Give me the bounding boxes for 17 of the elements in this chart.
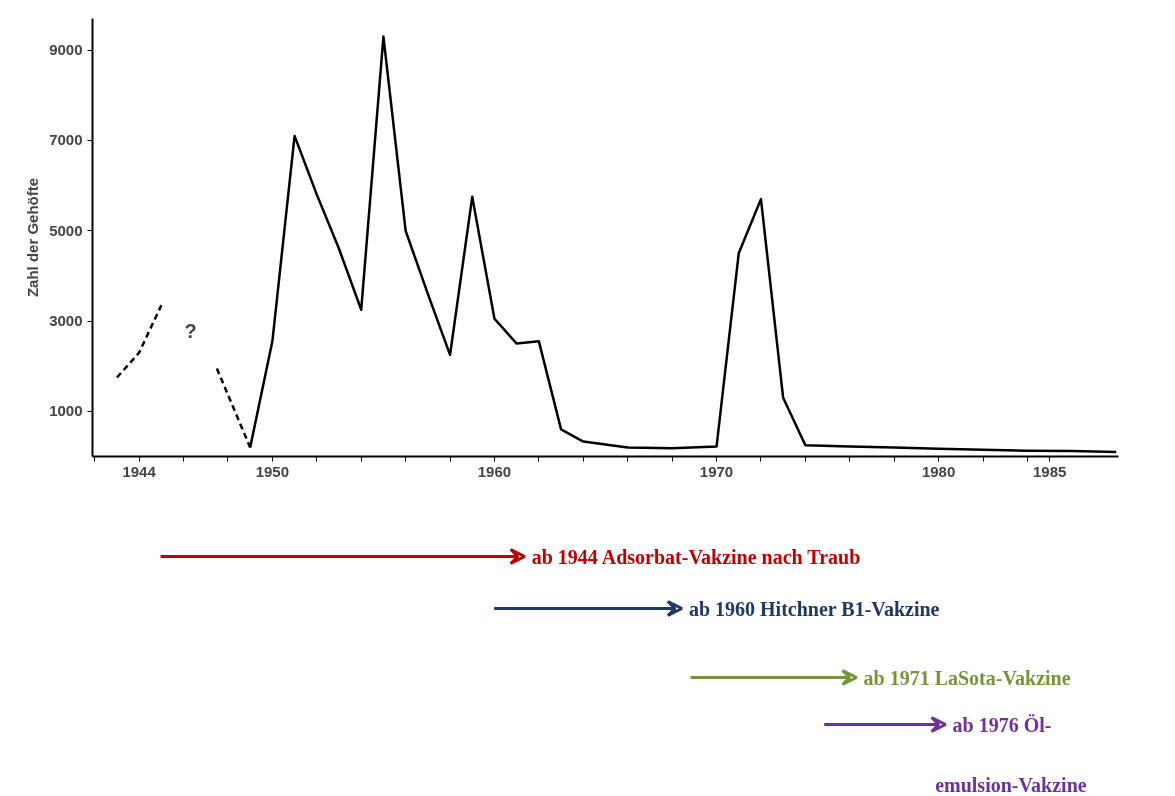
y-axis-title: Zahl der Gehöfte (24, 177, 42, 298)
text: ab 1944 Adsorbat-Vakzine nach Traub (531, 545, 861, 568)
annotation: ? (184, 319, 197, 342)
x-tick-label: 1960 (477, 462, 512, 480)
x-tick-label: 1944 (122, 462, 157, 480)
x-tick-label: 1950 (255, 462, 290, 480)
y-tick-label: 5000 (49, 221, 83, 239)
text: ab 1960 Hitchner B1-Vakzine (688, 597, 940, 620)
text: ab 1971 LaSota-Vakzine (863, 666, 1071, 689)
x-tick-label: 1985 (1032, 462, 1067, 480)
y-tick-label: 9000 (49, 41, 83, 59)
text: ab 1976 Öl- emulsion-Vakzine (935, 713, 1087, 796)
y-tick-label: 7000 (49, 131, 83, 149)
x-tick-label: 1970 (699, 462, 734, 480)
y-tick-label: 3000 (49, 312, 83, 330)
x-tick-label: 1980 (921, 462, 956, 480)
y-tick-label: 1000 (49, 402, 83, 420)
